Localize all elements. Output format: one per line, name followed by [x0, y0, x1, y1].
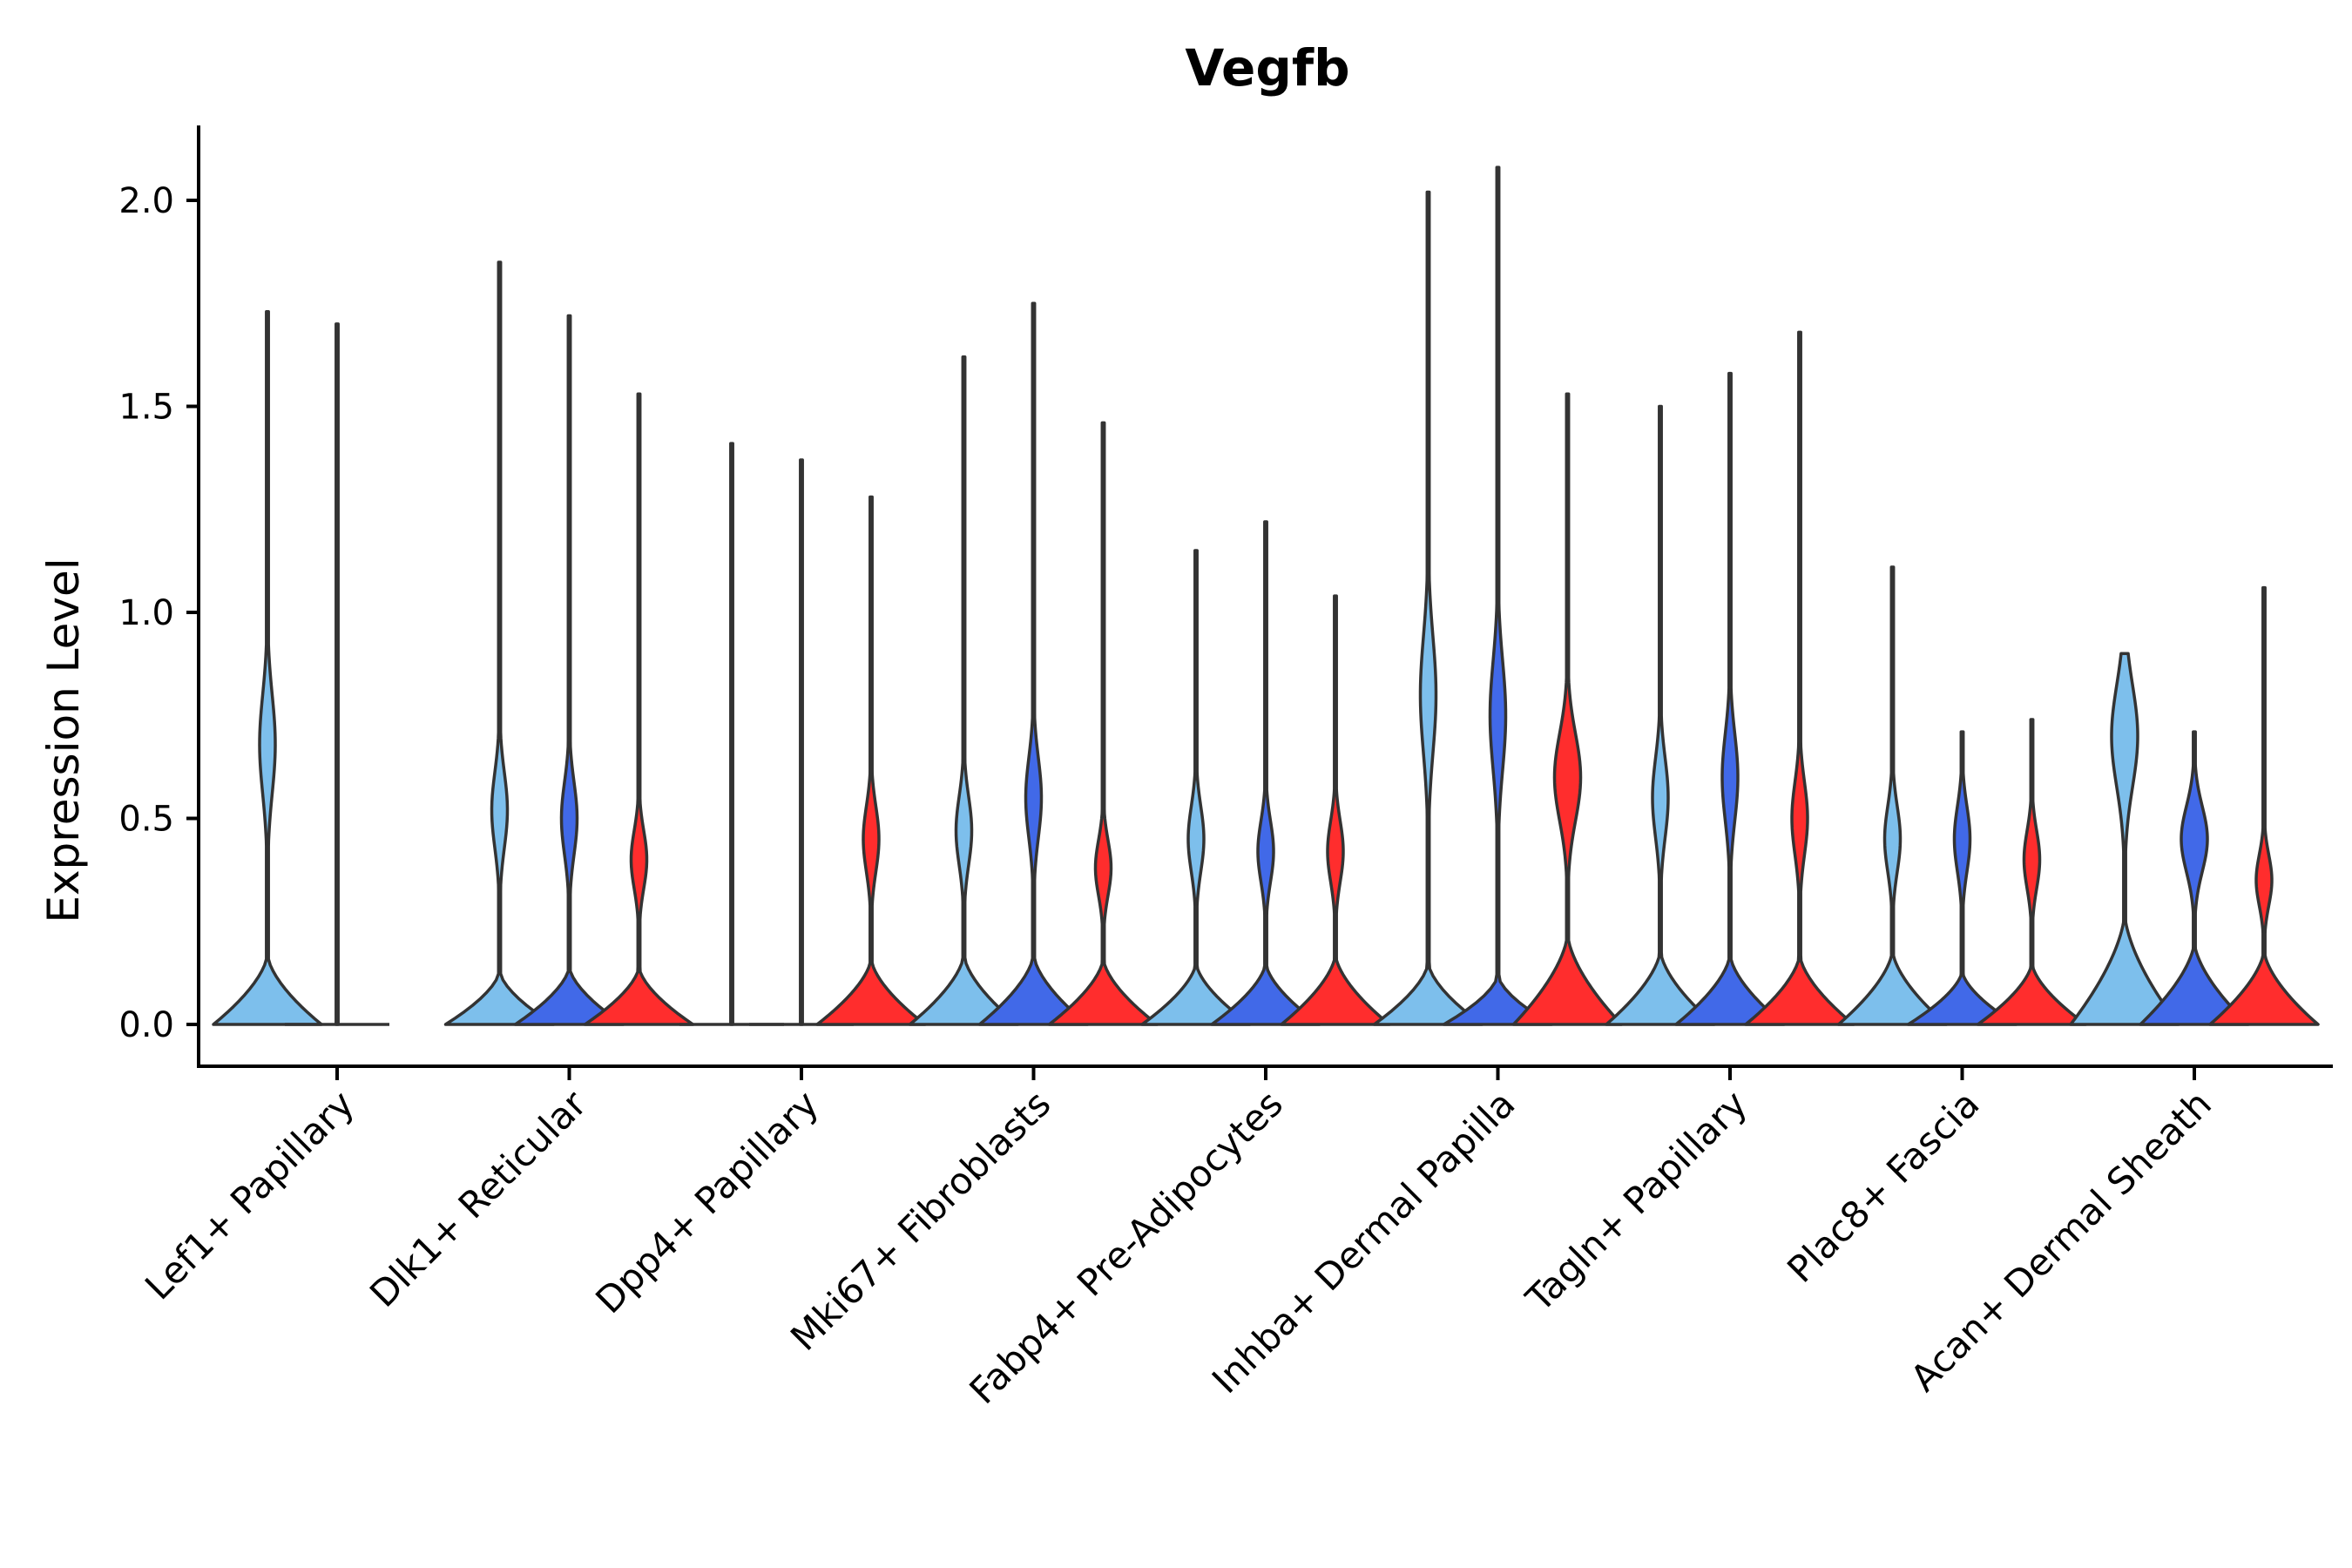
- chart-title: Vegfb: [1185, 38, 1349, 98]
- violin-3: [1280, 594, 1391, 1026]
- violin-2: [1674, 371, 1786, 1026]
- violin-1: [1836, 565, 1949, 1026]
- y-axis-ticks: 0.0 0.5 1.0 1.5 2.0: [118, 181, 199, 1045]
- violin-1: [212, 309, 323, 1026]
- violin-3: [1511, 392, 1624, 1026]
- violin-2: [335, 322, 340, 1026]
- violin-1: [729, 442, 734, 1026]
- x-tick-label: Plac8+ Fascia: [1779, 1082, 1987, 1290]
- x-tick-label: Tagln+ Papillary: [1517, 1082, 1755, 1320]
- violin-1: [908, 355, 1020, 1026]
- y-tick-label: 2.0: [118, 181, 174, 221]
- x-tick-label: Dpp4+ Papillary: [587, 1082, 827, 1321]
- violin-1: [443, 260, 556, 1026]
- violin-2: [1210, 520, 1321, 1026]
- violin-layer: [212, 166, 2320, 1026]
- violin-3: [1744, 330, 1855, 1026]
- y-tick-label: 0.0: [118, 1005, 174, 1045]
- x-tick-label: Lef1+ Papillary: [137, 1082, 362, 1308]
- violin-1: [1372, 190, 1484, 1026]
- violin-2: [799, 458, 804, 1026]
- violin-3: [1047, 421, 1159, 1026]
- y-tick-label: 0.5: [118, 800, 174, 840]
- x-tick-label: Mki67+ Fibroblasts: [782, 1082, 1058, 1358]
- violin-1: [2069, 652, 2180, 1026]
- x-tick-label: Dlk1+ Reticular: [362, 1082, 595, 1315]
- violin-1: [1140, 549, 1252, 1026]
- violin-2: [1906, 730, 2018, 1026]
- violin-3: [1976, 718, 2088, 1026]
- y-axis-label: Expression Level: [38, 558, 89, 923]
- violin-2: [977, 301, 1090, 1026]
- violin-1: [1605, 404, 1716, 1026]
- violin-3: [815, 495, 927, 1026]
- y-tick-label: 1.0: [118, 593, 174, 633]
- violin-3: [2208, 585, 2320, 1026]
- violin-3: [583, 392, 695, 1026]
- y-tick-label: 1.5: [118, 388, 174, 428]
- violin-2: [513, 314, 625, 1026]
- violin-2: [2139, 730, 2250, 1026]
- violin-2: [1442, 166, 1554, 1026]
